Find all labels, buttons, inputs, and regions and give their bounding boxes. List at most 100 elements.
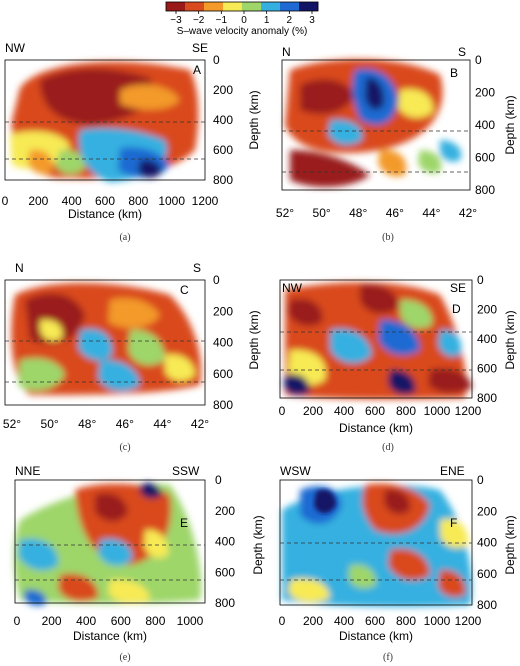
orientation-left-a: NW [5,41,26,55]
y-tick-label: 200 [477,303,497,317]
colorbar-frame [165,1,319,12]
y-tick-label: 400 [213,113,233,127]
y-tick-label: 400 [477,332,497,346]
y-tick-label: 0 [213,273,220,287]
colorbar-swatch [223,2,243,11]
colorbar-tick-label: 2 [287,15,293,26]
y-tick-label: 0 [475,53,482,67]
x-tick-label: 600 [365,404,385,418]
panel-letter-d: D [452,302,461,316]
y-ticks-c: 0 200 400 600 800 [213,273,233,412]
panel-f: WSW ENE F 0 200 400 600 800 1000 1200 0 200 400 6… [279,464,517,663]
tomography-image-e [14,479,206,606]
y-tick-label: 0 [477,273,484,287]
panel-c: N S C 52° 50° 48° 46° 44° 42° 0 200 400 600 800 D… [3,261,261,453]
x-tick-label: 48° [78,417,96,431]
y-tick-label: 0 [477,473,484,487]
x-tick-label: 48° [349,206,367,220]
y-tick-label: 800 [477,598,497,612]
x-tick-label: 1000 [424,404,451,418]
frame-b [281,59,471,191]
colorbar-swatch [299,2,319,11]
colorbar-tick-label: −3 [170,15,182,26]
x-tick-label: 400 [76,614,96,628]
colorbar-swatches [166,2,319,11]
y-tick-label: 200 [475,86,495,100]
x-tick-label: 52° [3,417,21,431]
y-tick-label: 600 [477,567,497,581]
x-tick-label: 1000 [177,614,204,628]
x-tick-label: 0 [279,404,286,418]
tomography-image-b [281,59,471,191]
x-tick-label: 200 [303,614,323,628]
orientation-left-e: NNE [15,464,40,478]
y-ticks-f: 0 200 400 600 800 [477,473,497,612]
x-tick-label: 600 [95,194,115,208]
x-tick-label: 50° [313,206,331,220]
y-axis-label-c: Depth (km) [247,310,261,369]
frame-e [14,479,206,604]
x-tick-label: 1000 [158,194,185,208]
x-tick-label: 44° [422,206,440,220]
y-tick-label: 800 [475,183,495,197]
y-tick-label: 600 [215,565,235,579]
x-axis-label-f: Distance (km) [339,629,413,643]
caption-e: (e) [119,652,130,663]
colorbar-tick-label: 0 [241,15,247,26]
colorbar-tick-label: 3 [309,15,315,26]
panel-a: NW SE A 0 200 400 600 800 1000 1200 0 200 400 600… [2,41,261,243]
colorbar-label: S–wave velocity anomaly (%) [177,26,308,37]
y-ticks-a: 0 200 400 600 800 [213,53,233,187]
y-axis-label-b: Depth (km) [503,95,517,154]
frame-a [4,59,206,181]
x-tick-label: 1200 [455,614,482,628]
orientation-right-a: SE [192,41,208,55]
orientation-right-e: SSW [172,464,200,478]
y-tick-label: 600 [213,367,233,381]
x-tick-label: 52° [276,206,294,220]
y-tick-label: 600 [477,362,497,376]
x-tick-label: 0 [2,194,9,208]
y-tick-label: 200 [213,304,233,318]
orientation-right-d: SE [450,281,466,295]
tomography-image-c [4,279,206,406]
y-tick-label: 200 [215,504,235,518]
frame-d [279,279,473,399]
y-axis-label-e: Depth (km) [251,515,265,574]
caption-f: (f) [383,652,393,663]
y-axis-label-f: Depth (km) [503,515,517,574]
tomography-image-d [279,279,473,400]
x-ticks-a: 0 200 400 600 800 1000 1200 [2,194,219,208]
x-ticks-f: 0 200 400 600 800 1000 1200 [279,614,482,628]
y-tick-label: 600 [213,143,233,157]
colorbar-swatch [242,2,262,11]
caption-d: (d) [382,442,394,453]
y-axis-label-a: Depth (km) [247,90,261,149]
orientation-right-f: ENE [440,464,465,478]
orientation-left-b: N [282,45,291,59]
orientation-left-c: N [15,261,24,275]
x-tick-label: 600 [365,614,385,628]
y-tick-label: 800 [215,596,235,610]
colorbar-tick-label: 1 [264,15,270,26]
x-tick-label: 800 [396,404,416,418]
x-tick-label: 42° [191,417,209,431]
x-tick-label: 1200 [192,194,219,208]
colorbar-swatch [185,2,205,11]
y-tick-label: 400 [215,535,235,549]
panel-e: NNE SSW E 0 200 400 600 800 1000 0 200 400 600 80… [14,464,265,663]
x-tick-label: 800 [396,614,416,628]
orientation-right-b: S [458,45,466,59]
colorbar: −3 −2 −1 0 1 2 3 S–wave velocity anomaly (%) [165,1,319,37]
colorbar-tick-label: −1 [216,15,228,26]
y-tick-label: 200 [477,504,497,518]
y-tick-label: 600 [475,151,495,165]
orientation-left-f: WSW [280,464,311,478]
x-ticks-e: 0 200 400 600 800 1000 [14,614,204,628]
colorbar-swatch [204,2,224,11]
colorbar-tick-label: −2 [193,15,205,26]
frame-c [4,279,206,406]
x-tick-label: 200 [28,194,48,208]
y-ticks-e: 0 200 400 600 800 [215,473,235,610]
